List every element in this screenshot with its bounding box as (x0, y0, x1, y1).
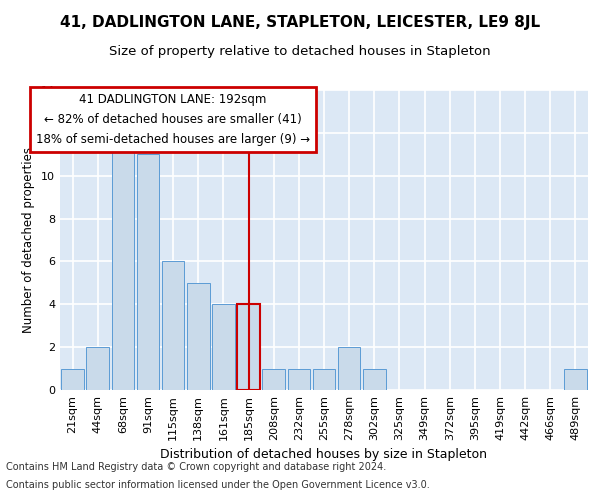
Bar (162, 262, 184, 390)
Bar (338, 347, 361, 390)
Bar (212, 304, 235, 390)
Bar (137, 154, 160, 390)
Bar (237, 304, 260, 390)
Bar (564, 368, 587, 390)
Y-axis label: Number of detached properties: Number of detached properties (22, 147, 35, 333)
X-axis label: Distribution of detached houses by size in Stapleton: Distribution of detached houses by size … (161, 448, 487, 462)
Text: 41, DADLINGTON LANE, STAPLETON, LEICESTER, LE9 8JL: 41, DADLINGTON LANE, STAPLETON, LEICESTE… (60, 15, 540, 30)
Bar (287, 368, 310, 390)
Bar (61, 368, 84, 390)
Bar (262, 368, 285, 390)
Bar (86, 347, 109, 390)
Text: Contains public sector information licensed under the Open Government Licence v3: Contains public sector information licen… (6, 480, 430, 490)
Text: 41 DADLINGTON LANE: 192sqm
← 82% of detached houses are smaller (41)
18% of semi: 41 DADLINGTON LANE: 192sqm ← 82% of deta… (36, 93, 310, 146)
Text: Contains HM Land Registry data © Crown copyright and database right 2024.: Contains HM Land Registry data © Crown c… (6, 462, 386, 472)
Bar (363, 368, 386, 390)
Bar (112, 133, 134, 390)
Text: Size of property relative to detached houses in Stapleton: Size of property relative to detached ho… (109, 45, 491, 58)
Bar (313, 368, 335, 390)
Bar (187, 283, 209, 390)
